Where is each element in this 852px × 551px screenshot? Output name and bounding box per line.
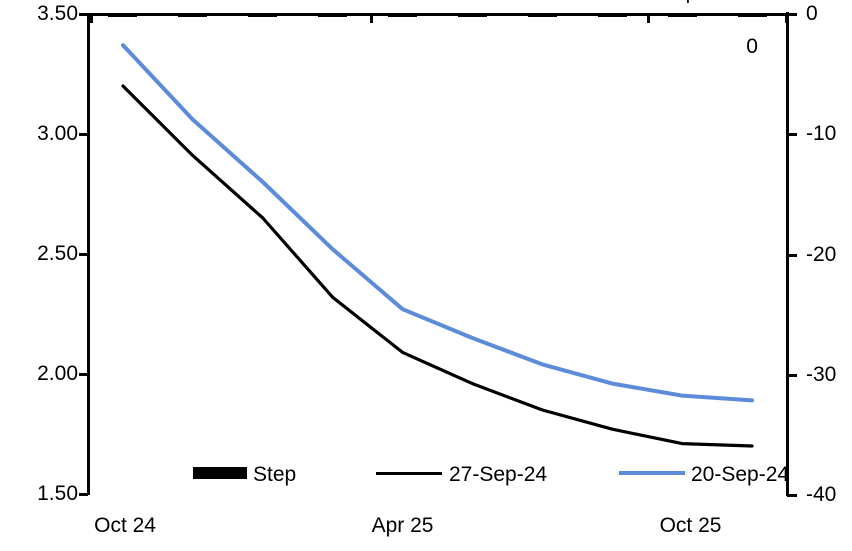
right-axis-tick-label: -40 [806, 483, 837, 506]
step-bar [108, 14, 138, 17]
left-axis-tick [79, 13, 88, 16]
right-axis-tick-label: -20 [806, 242, 837, 266]
left-axis-tick-label: 2.00 [37, 362, 78, 385]
left-axis-tick [79, 493, 88, 496]
left-axis-tick-label: 3.00 [37, 122, 78, 145]
step-bar-value-label: -4 [650, 0, 714, 8]
right-axis-tick-label: -30 [806, 362, 837, 386]
step-bar [248, 14, 278, 17]
step-bar [178, 14, 208, 17]
right-axis-tick [787, 373, 797, 377]
step-bar [318, 14, 348, 17]
step-bar [597, 14, 627, 17]
right-axis-tick-label: -10 [806, 122, 837, 146]
legend-swatch-20-sep [619, 471, 685, 475]
left-axis-tick-label: 1.50 [37, 482, 78, 505]
left-axis-line [87, 14, 90, 495]
left-axis-tick [79, 373, 88, 376]
x-axis-label: Oct 24 [94, 514, 156, 537]
legend-swatch-step [193, 467, 247, 479]
line-27-Sep-24 [121, 84, 754, 448]
step-bar [388, 14, 418, 17]
category-axis-tick [647, 14, 650, 23]
category-axis-tick [90, 14, 93, 23]
category-axis-tick [785, 14, 788, 23]
right-axis-tick [787, 253, 797, 257]
step-bar [527, 14, 557, 17]
x-axis-label: Apr 25 [371, 514, 434, 537]
left-axis-tick [79, 253, 88, 256]
left-axis-tick-label: 3.50 [37, 2, 78, 25]
right-axis-tick [787, 133, 797, 137]
right-axis-tick [787, 13, 797, 16]
step-bar [667, 14, 697, 17]
left-axis-tick [79, 133, 88, 136]
legend-swatch-27-sep [376, 472, 442, 475]
step-bar-value-label: 0 [746, 35, 758, 58]
left-axis-tick-label: 2.50 [37, 242, 78, 265]
x-axis-label: Oct 25 [659, 514, 722, 537]
category-axis-tick [370, 14, 373, 23]
top-axis-line [87, 13, 789, 16]
legend-label-20-sep: 20-Sep-24 [691, 463, 790, 486]
right-axis-tick-label: 0 [806, 2, 818, 25]
legend-label-step: Step [253, 463, 297, 486]
step-bar [737, 14, 767, 17]
legend-label-27-sep: 27-Sep-24 [449, 463, 548, 486]
step-bar [457, 14, 487, 17]
line-20-Sep-24 [121, 43, 754, 403]
right-axis-tick [787, 494, 797, 497]
